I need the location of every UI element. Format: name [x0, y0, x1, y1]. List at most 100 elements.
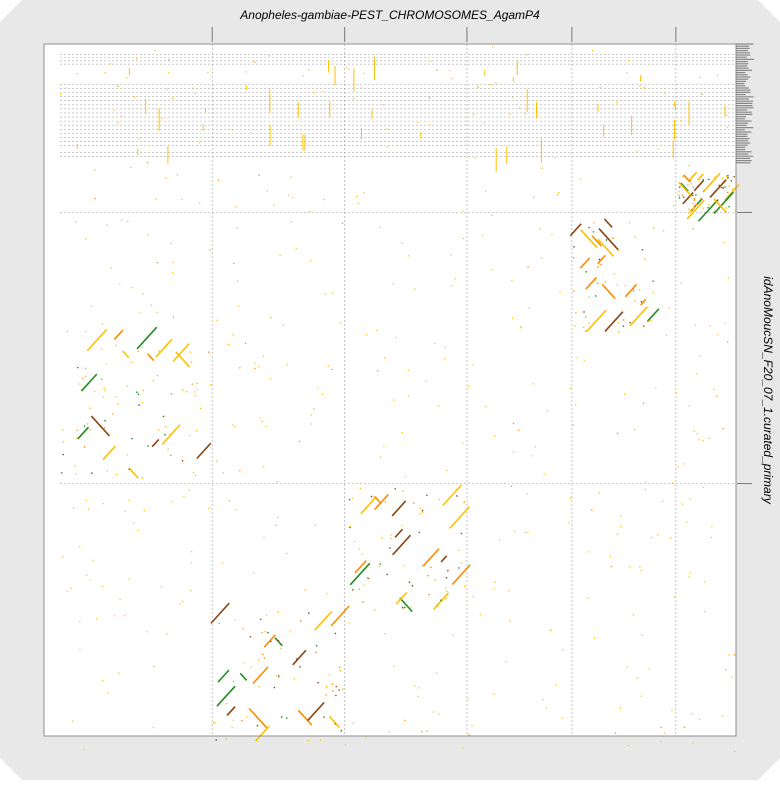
- alignment-dot: [235, 206, 237, 208]
- alignment-dot: [386, 128, 388, 130]
- alignment-dot: [575, 311, 577, 314]
- alignment-dot: [72, 507, 75, 509]
- alignment-dot: [194, 474, 197, 477]
- alignment-segment: [217, 669, 230, 683]
- alignment-dot: [468, 734, 470, 736]
- alignment-dot: [117, 403, 119, 406]
- alignment-segment: [686, 199, 705, 220]
- alignment-dot: [707, 206, 709, 209]
- alignment-dot: [340, 729, 343, 732]
- alignment-dot: [534, 446, 536, 448]
- alignment-dot: [408, 581, 411, 584]
- alignment-segment: [349, 562, 371, 586]
- alignment-dot: [179, 603, 181, 605]
- alignment-dot: [574, 325, 576, 327]
- alignment-dot: [309, 210, 312, 212]
- alignment-dot: [378, 565, 381, 568]
- alignment-dot: [234, 426, 236, 428]
- alignment-dot: [643, 87, 646, 89]
- alignment-dot: [641, 248, 644, 251]
- alignment-dot: [225, 738, 227, 740]
- alignment-dot: [189, 351, 192, 353]
- alignment-dot: [218, 622, 221, 624]
- alignment-dot: [622, 319, 625, 321]
- alignment-dot: [528, 307, 530, 309]
- alignment-dot: [437, 405, 440, 407]
- alignment-dot: [258, 366, 260, 368]
- alignment-dot: [542, 698, 544, 701]
- alignment-dot: [472, 596, 475, 598]
- alignment-dot: [119, 598, 121, 600]
- alignment-dot: [164, 433, 166, 436]
- alignment-segment: [175, 351, 191, 368]
- alignment-dot: [462, 747, 464, 749]
- alignment-dot: [241, 719, 243, 722]
- alignment-segment: [292, 649, 307, 666]
- alignment-dot: [59, 93, 62, 96]
- alignment-dot: [527, 266, 529, 268]
- alignment-dot: [363, 72, 366, 75]
- alignment-dot: [262, 355, 265, 358]
- alignment-dot: [623, 393, 626, 396]
- alignment-dot: [250, 131, 253, 134]
- alignment-dot: [716, 74, 719, 77]
- alignment-dot: [561, 717, 563, 720]
- alignment-dot: [162, 415, 165, 418]
- alignment-dot: [124, 510, 126, 513]
- alignment-dot: [731, 188, 734, 190]
- alignment-dot: [307, 739, 310, 742]
- alignment-dot: [222, 472, 225, 474]
- alignment-dot: [138, 404, 140, 406]
- alignment-dot: [617, 249, 620, 251]
- alignment-dot: [616, 432, 619, 435]
- alignment-dot: [491, 46, 494, 48]
- alignment-dot: [225, 702, 228, 705]
- alignment-dot: [115, 344, 117, 347]
- alignment-dot: [79, 383, 81, 385]
- alignment-dot: [273, 686, 276, 689]
- alignment-dot: [141, 402, 144, 404]
- alignment-dot: [70, 587, 72, 589]
- alignment-dot: [597, 266, 599, 268]
- alignment-dot: [605, 239, 608, 241]
- alignment-dot: [629, 321, 631, 324]
- alignment-dot: [665, 334, 668, 337]
- alignment-dot: [419, 512, 421, 515]
- alignment-dot: [363, 584, 365, 586]
- alignment-dot: [167, 71, 170, 74]
- alignment-dot: [233, 262, 235, 265]
- alignment-segment: [226, 706, 236, 717]
- alignment-dot: [379, 226, 381, 229]
- alignment-dot: [662, 500, 664, 503]
- alignment-dot: [379, 456, 382, 459]
- alignment-dot: [113, 109, 115, 112]
- alignment-segment: [591, 235, 602, 247]
- alignment-dot: [370, 495, 373, 498]
- alignment-dot: [310, 259, 312, 262]
- alignment-segment: [702, 172, 721, 193]
- alignment-dot: [483, 122, 485, 124]
- alignment-dot: [114, 396, 117, 398]
- alignment-dot: [647, 320, 649, 323]
- alignment-dot: [711, 526, 713, 528]
- alignment-segment: [128, 467, 139, 479]
- alignment-dot: [545, 707, 548, 709]
- alignment-dot: [498, 539, 501, 541]
- alignment-dot: [172, 261, 174, 264]
- alignment-segment: [392, 534, 412, 556]
- alignment-dot: [270, 378, 272, 380]
- alignment-dot: [626, 72, 629, 74]
- alignment-dot: [724, 669, 727, 671]
- alignment-segment: [579, 257, 591, 269]
- alignment-dot: [190, 562, 193, 564]
- alignment-dot: [620, 514, 622, 517]
- alignment-segment: [216, 685, 236, 707]
- alignment-dot: [85, 330, 87, 333]
- alignment-dot: [472, 364, 474, 366]
- alignment-dot: [707, 178, 710, 181]
- alignment-dot: [387, 146, 389, 148]
- alignment-dot: [104, 427, 106, 429]
- alignment-dot: [74, 473, 77, 475]
- alignment-segment: [395, 591, 408, 605]
